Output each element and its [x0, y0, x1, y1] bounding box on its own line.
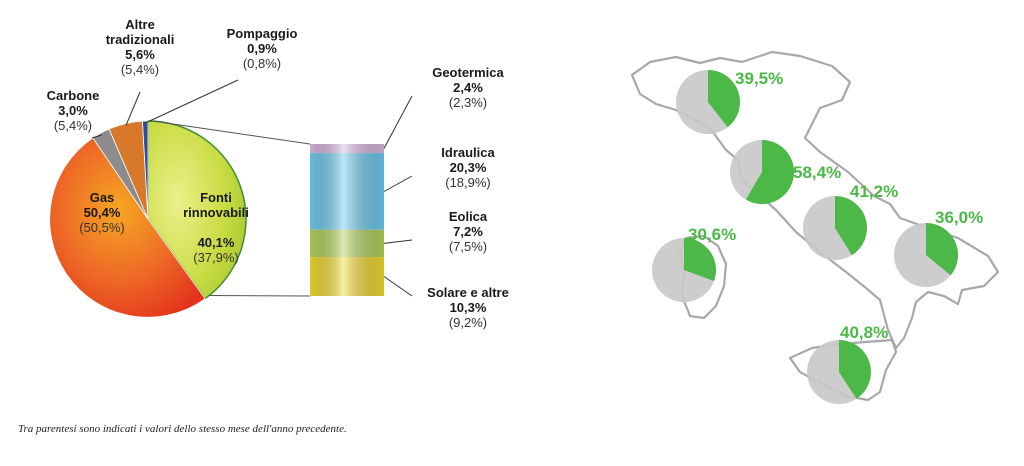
- pie-slice-fonti-rinnovabili: [147, 120, 247, 300]
- footnote: Tra parentesi sono indicati i valori del…: [18, 423, 347, 435]
- region-pie-share: [684, 238, 717, 282]
- region-value-label: 30,6%: [688, 225, 736, 244]
- label-prev: (18,9%): [445, 175, 491, 190]
- leader-line: [145, 79, 239, 124]
- label-name: Solare e altre: [427, 285, 509, 300]
- region-pie-share: [708, 70, 740, 128]
- region-pie-share: [926, 223, 959, 276]
- label-prev: (0,8%): [243, 56, 281, 71]
- label-prev: (2,3%): [449, 95, 487, 110]
- label-prev: (37,9%): [193, 250, 239, 265]
- label-name: Gas: [90, 190, 115, 205]
- pie-slice-pompaggio: [142, 120, 149, 220]
- label-value: 5,6%: [125, 47, 155, 62]
- leader-line: [383, 276, 413, 297]
- region-pie-share: [835, 196, 868, 256]
- leader-line: [383, 239, 413, 244]
- region-value-label: 58,4%: [793, 163, 841, 182]
- region-pie: 30,6%: [652, 225, 736, 302]
- region-value-label: 39,5%: [735, 69, 783, 88]
- label-prev: (7,5%): [449, 239, 487, 254]
- region-pie-share: [745, 140, 794, 205]
- bar-segment-shading: [310, 144, 384, 154]
- region-value-label: 36,0%: [935, 208, 983, 227]
- region-pie: 41,2%: [803, 182, 898, 260]
- bar-segment-shading: [310, 153, 384, 230]
- label-value: 40,1%: [198, 235, 235, 250]
- label-value: 10,3%: [450, 300, 487, 315]
- label-name: rinnovabili: [183, 205, 249, 220]
- pie-slice-gas: [49, 137, 206, 318]
- label-value: 50,4%: [84, 205, 121, 220]
- label-name: Idraulica: [441, 145, 495, 160]
- label-prev: (9,2%): [449, 315, 487, 330]
- label-name: Geotermica: [432, 65, 504, 80]
- region-pie: 40,8%: [807, 323, 888, 404]
- region-value-label: 40,8%: [840, 323, 888, 342]
- bar-segment-shading: [310, 229, 384, 258]
- label-name: Eolica: [449, 209, 488, 224]
- connector-line: [209, 295, 311, 297]
- leader-line: [383, 95, 413, 149]
- region-pie: 58,4%: [730, 140, 841, 205]
- label-value: 3,0%: [58, 103, 88, 118]
- label-prev: (50,5%): [79, 220, 125, 235]
- label-prev: (5,4%): [121, 62, 159, 77]
- label-value: 20,3%: [450, 160, 487, 175]
- label-name: Carbone: [47, 88, 100, 103]
- connector-line: [153, 120, 311, 145]
- bar-segment-shading: [310, 257, 384, 296]
- leader-line: [125, 91, 141, 126]
- label-prev: (5,4%): [54, 118, 92, 133]
- label-value: 2,4%: [453, 80, 483, 95]
- region-pie: 39,5%: [676, 69, 783, 134]
- label-name: tradizionali: [106, 32, 175, 47]
- italy-map: 39,5% 58,4% 41,2% 36,0% 30,6% 40,8%: [630, 50, 1000, 404]
- label-value: 0,9%: [247, 41, 277, 56]
- label-name: Altre: [125, 17, 155, 32]
- label-value: 7,2%: [453, 224, 483, 239]
- label-name: Fonti: [200, 190, 232, 205]
- region-value-label: 41,2%: [850, 182, 898, 201]
- region-pie-share: [839, 340, 871, 399]
- region-pie: 36,0%: [894, 208, 983, 287]
- leader-line: [91, 134, 102, 139]
- label-name: Pompaggio: [227, 26, 298, 41]
- leader-line: [383, 175, 413, 192]
